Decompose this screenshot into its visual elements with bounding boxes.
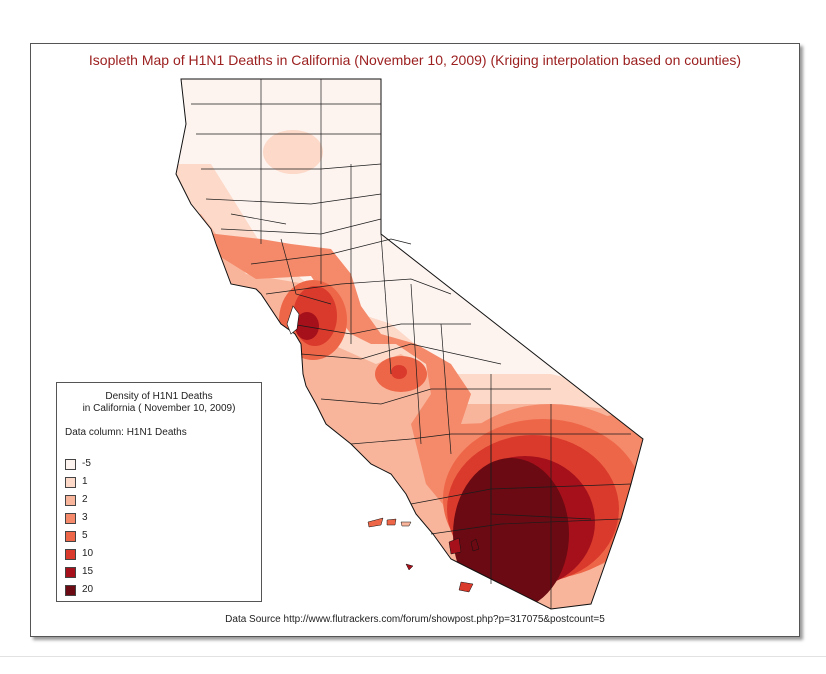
legend-label: 3 [82,512,88,523]
legend-data-column: Data column: H1N1 Deaths [65,427,187,438]
data-source-note: Data Source http://www.flutrackers.com/f… [225,614,605,625]
zone-15-bay [295,312,319,340]
legend-swatch [65,567,76,578]
legend-label: 20 [82,584,94,595]
legend-label: 10 [82,548,94,559]
legend-label: 15 [82,566,94,577]
legend-swatch [65,459,76,470]
legend-swatch [65,477,76,488]
legend: Density of H1N1 Deaths in California ( N… [56,382,262,602]
map-title: Isopleth Map of H1N1 Deaths in Californi… [88,52,742,68]
legend-swatch [65,495,76,506]
legend-swatch [65,513,76,524]
map-frame: Isopleth Map of H1N1 Deaths in Californi… [30,43,800,637]
sf-bay-water [286,305,300,335]
legend-label: 1 [82,476,88,487]
county-boundaries [191,79,632,609]
legend-label: -5 [82,458,91,469]
california-isopleth-map [175,78,644,610]
page-divider [0,656,826,657]
legend-label: 5 [82,530,88,541]
zone-1-north-blob [263,130,323,174]
legend-swatch [65,531,76,542]
legend-label: 2 [82,494,88,505]
legend-swatch [65,585,76,596]
zone-10-central [391,365,407,379]
channel-islands [367,517,480,593]
zone-20-south [453,458,569,609]
legend-swatch [65,549,76,560]
legend-title-line1: Density of H1N1 Deaths [105,391,213,402]
legend-title-line2: in California ( November 10, 2009) [82,403,236,414]
